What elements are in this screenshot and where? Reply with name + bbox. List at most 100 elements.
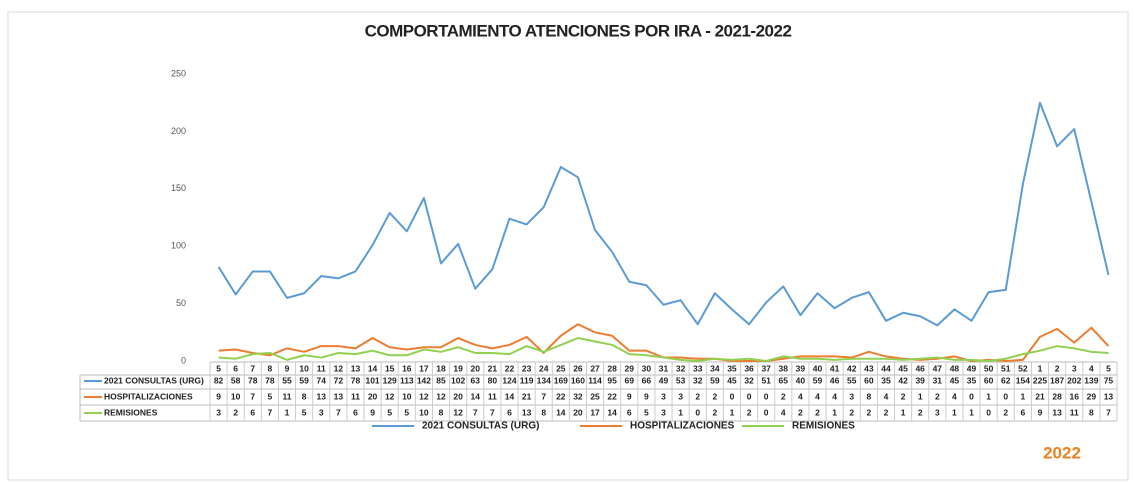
table-value: 32 bbox=[693, 375, 703, 385]
table-value: 69 bbox=[625, 375, 635, 385]
table-value: 55 bbox=[282, 375, 292, 385]
table-value: 32 bbox=[573, 391, 583, 401]
table-value: 7 bbox=[490, 407, 495, 417]
x-tick-label: 25 bbox=[556, 363, 566, 373]
table-value: 3 bbox=[661, 407, 666, 417]
x-tick-label: 32 bbox=[676, 363, 686, 373]
table-value: 225 bbox=[1033, 375, 1047, 385]
x-tick-label: 38 bbox=[779, 363, 789, 373]
table-value: 2 bbox=[233, 407, 238, 417]
y-tick-label: 50 bbox=[176, 298, 186, 308]
table-value: 11 bbox=[488, 391, 497, 401]
chart-title: COMPORTAMIENTO ATENCIONES POR IRA - 2021… bbox=[365, 21, 792, 40]
x-tick-label: 8 bbox=[268, 363, 273, 373]
table-value: 7 bbox=[473, 407, 478, 417]
table-value: 4 bbox=[832, 391, 837, 401]
table-value: 8 bbox=[302, 391, 307, 401]
table-value: 4 bbox=[815, 391, 820, 401]
table-value: 8 bbox=[439, 407, 444, 417]
table-value: 160 bbox=[571, 375, 585, 385]
x-tick-label: 10 bbox=[299, 363, 309, 373]
table-value: 22 bbox=[607, 391, 617, 401]
x-tick-label: 14 bbox=[368, 363, 378, 373]
table-value: 95 bbox=[607, 375, 617, 385]
table-value: 1 bbox=[285, 407, 290, 417]
table-value: 12 bbox=[453, 407, 463, 417]
series-line bbox=[217, 101, 1110, 327]
table-value: 12 bbox=[419, 391, 429, 401]
table-value: 5 bbox=[387, 407, 392, 417]
table-value: 2 bbox=[849, 407, 854, 417]
table-value: 7 bbox=[1106, 407, 1111, 417]
table-value: 32 bbox=[744, 375, 754, 385]
table-value: 102 bbox=[451, 375, 465, 385]
table-value: 16 bbox=[1069, 391, 1079, 401]
x-tick-label: 35 bbox=[727, 363, 737, 373]
table-value: 60 bbox=[984, 375, 994, 385]
table-value: 13 bbox=[334, 391, 344, 401]
table-value: 2 bbox=[901, 391, 906, 401]
x-tick-label: 39 bbox=[796, 363, 806, 373]
table-value: 119 bbox=[520, 375, 534, 385]
y-tick-label: 100 bbox=[171, 241, 186, 251]
table-value: 1 bbox=[1021, 391, 1026, 401]
table-value: 75 bbox=[1104, 375, 1114, 385]
x-tick-label: 44 bbox=[881, 363, 891, 373]
table-value: 187 bbox=[1050, 375, 1064, 385]
table-value: 66 bbox=[642, 375, 652, 385]
table-value: 13 bbox=[1104, 391, 1114, 401]
table-value: 129 bbox=[383, 375, 397, 385]
table-value: 80 bbox=[488, 375, 498, 385]
table-value: 2 bbox=[918, 407, 923, 417]
x-tick-label: 30 bbox=[642, 363, 652, 373]
table-value: 39 bbox=[915, 375, 925, 385]
table-value: 114 bbox=[588, 375, 602, 385]
table-value: 1 bbox=[730, 407, 735, 417]
x-tick-label: 26 bbox=[573, 363, 583, 373]
table-value: 35 bbox=[967, 375, 977, 385]
x-tick-label: 23 bbox=[522, 363, 532, 373]
x-tick-label: 51 bbox=[1001, 363, 1011, 373]
table-value: 3 bbox=[849, 391, 854, 401]
table-value: 2 bbox=[798, 407, 803, 417]
x-tick-label: 28 bbox=[607, 363, 617, 373]
chart-frame bbox=[7, 11, 1129, 481]
table-value: 0 bbox=[986, 407, 991, 417]
row-label: REMISIONES bbox=[104, 407, 158, 417]
table-value: 134 bbox=[537, 375, 551, 385]
table-value: 1 bbox=[678, 407, 683, 417]
x-tick-label: 41 bbox=[830, 363, 840, 373]
x-tick-label: 16 bbox=[402, 363, 412, 373]
table-value: 0 bbox=[730, 391, 735, 401]
table-value: 20 bbox=[573, 407, 583, 417]
table-value: 5 bbox=[644, 407, 649, 417]
table-value: 101 bbox=[365, 375, 379, 385]
table-value: 63 bbox=[471, 375, 481, 385]
table-value: 4 bbox=[884, 391, 889, 401]
table-value: 72 bbox=[334, 375, 344, 385]
x-tick-label: 36 bbox=[744, 363, 754, 373]
x-tick-label: 13 bbox=[351, 363, 361, 373]
table-value: 13 bbox=[317, 391, 327, 401]
series-line bbox=[218, 337, 1109, 362]
table-value: 6 bbox=[1021, 407, 1026, 417]
table-value: 58 bbox=[231, 375, 241, 385]
table-value: 9 bbox=[370, 407, 375, 417]
table-value: 1 bbox=[918, 391, 923, 401]
table-value: 7 bbox=[541, 391, 546, 401]
table-value: 14 bbox=[607, 407, 617, 417]
table-value: 11 bbox=[283, 391, 292, 401]
table-value: 9 bbox=[216, 391, 221, 401]
table-value: 17 bbox=[590, 407, 600, 417]
table-value: 51 bbox=[761, 375, 771, 385]
table-value: 5 bbox=[404, 407, 409, 417]
table-value: 49 bbox=[659, 375, 669, 385]
x-tick-label: 1 bbox=[1038, 363, 1043, 373]
table-value: 4 bbox=[798, 391, 803, 401]
table-value: 139 bbox=[1084, 375, 1098, 385]
table-value: 74 bbox=[317, 375, 327, 385]
table-value: 2 bbox=[935, 391, 940, 401]
table-value: 7 bbox=[268, 407, 273, 417]
table-value: 10 bbox=[231, 391, 241, 401]
